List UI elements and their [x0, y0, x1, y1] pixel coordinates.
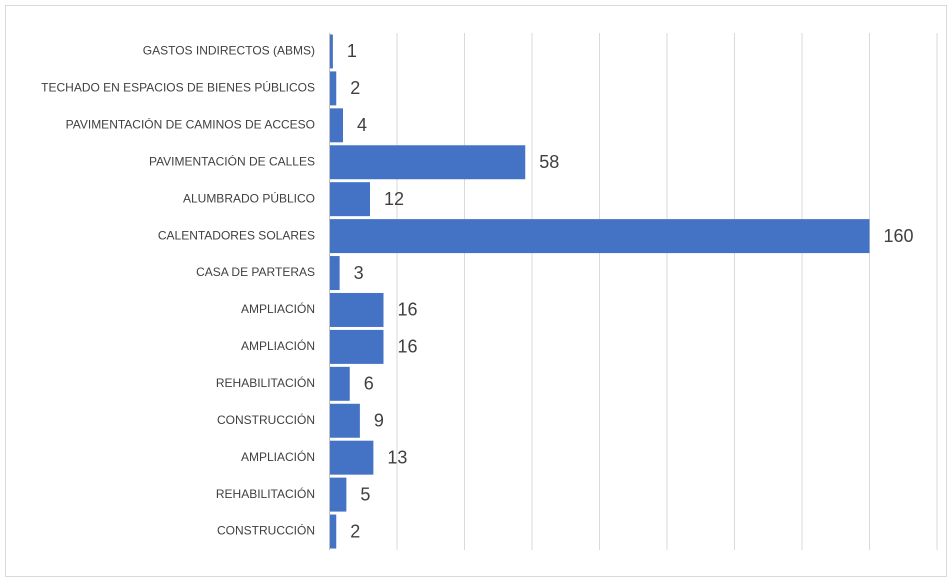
y-tick-label: CASA DE PARTERAS — [196, 265, 315, 279]
bar — [329, 366, 350, 401]
y-tick-label: TECHADO EN ESPACIOS DE BIENES PÚBLICOS — [41, 80, 315, 95]
bar — [329, 329, 384, 364]
data-label: 3 — [354, 263, 364, 283]
y-tick-label: PAVIMENTACIÓN DE CAMINOS DE ACCESO — [66, 116, 315, 131]
y-tick-label: REHABILITACIÓN — [216, 375, 315, 390]
y-tick-label: ALUMBRADO PÚBLICO — [183, 190, 315, 205]
data-label: 2 — [350, 521, 360, 541]
y-tick-label: AMPLIACIÓN — [241, 449, 315, 464]
data-label: 12 — [384, 189, 404, 209]
data-label: 1 — [347, 41, 357, 61]
chart-frame — [5, 5, 947, 577]
data-label: 2 — [350, 78, 360, 98]
data-label: 6 — [364, 374, 374, 394]
y-tick-label: GASTOS INDIRECTOS (ABMS) — [143, 44, 315, 58]
data-label: 5 — [360, 484, 370, 504]
data-label: 9 — [374, 411, 384, 431]
data-label: 16 — [398, 300, 418, 320]
y-tick-label: AMPLIACIÓN — [241, 338, 315, 353]
bar — [329, 477, 347, 512]
data-label: 160 — [884, 226, 914, 246]
bar — [329, 108, 343, 143]
bar — [329, 292, 384, 327]
bar — [329, 71, 337, 106]
data-label: 58 — [539, 152, 559, 172]
bar — [329, 440, 374, 475]
y-tick-label: CONSTRUCCIÓN — [217, 523, 315, 538]
bar — [329, 145, 526, 180]
y-tick-label: REHABILITACIÓN — [216, 486, 315, 501]
y-tick-label: CALENTADORES SOLARES — [158, 228, 315, 242]
y-tick-label: AMPLIACIÓN — [241, 301, 315, 316]
bar — [329, 219, 870, 254]
bar — [329, 34, 333, 69]
data-label: 13 — [387, 447, 407, 467]
y-tick-label: PAVIMENTACIÓN DE CALLES — [149, 153, 315, 168]
bar — [329, 256, 340, 291]
bar — [329, 182, 370, 217]
bar — [329, 514, 337, 549]
bar — [329, 403, 360, 438]
data-label: 4 — [357, 115, 367, 135]
y-tick-label: CONSTRUCCIÓN — [217, 412, 315, 427]
data-label: 16 — [398, 337, 418, 357]
